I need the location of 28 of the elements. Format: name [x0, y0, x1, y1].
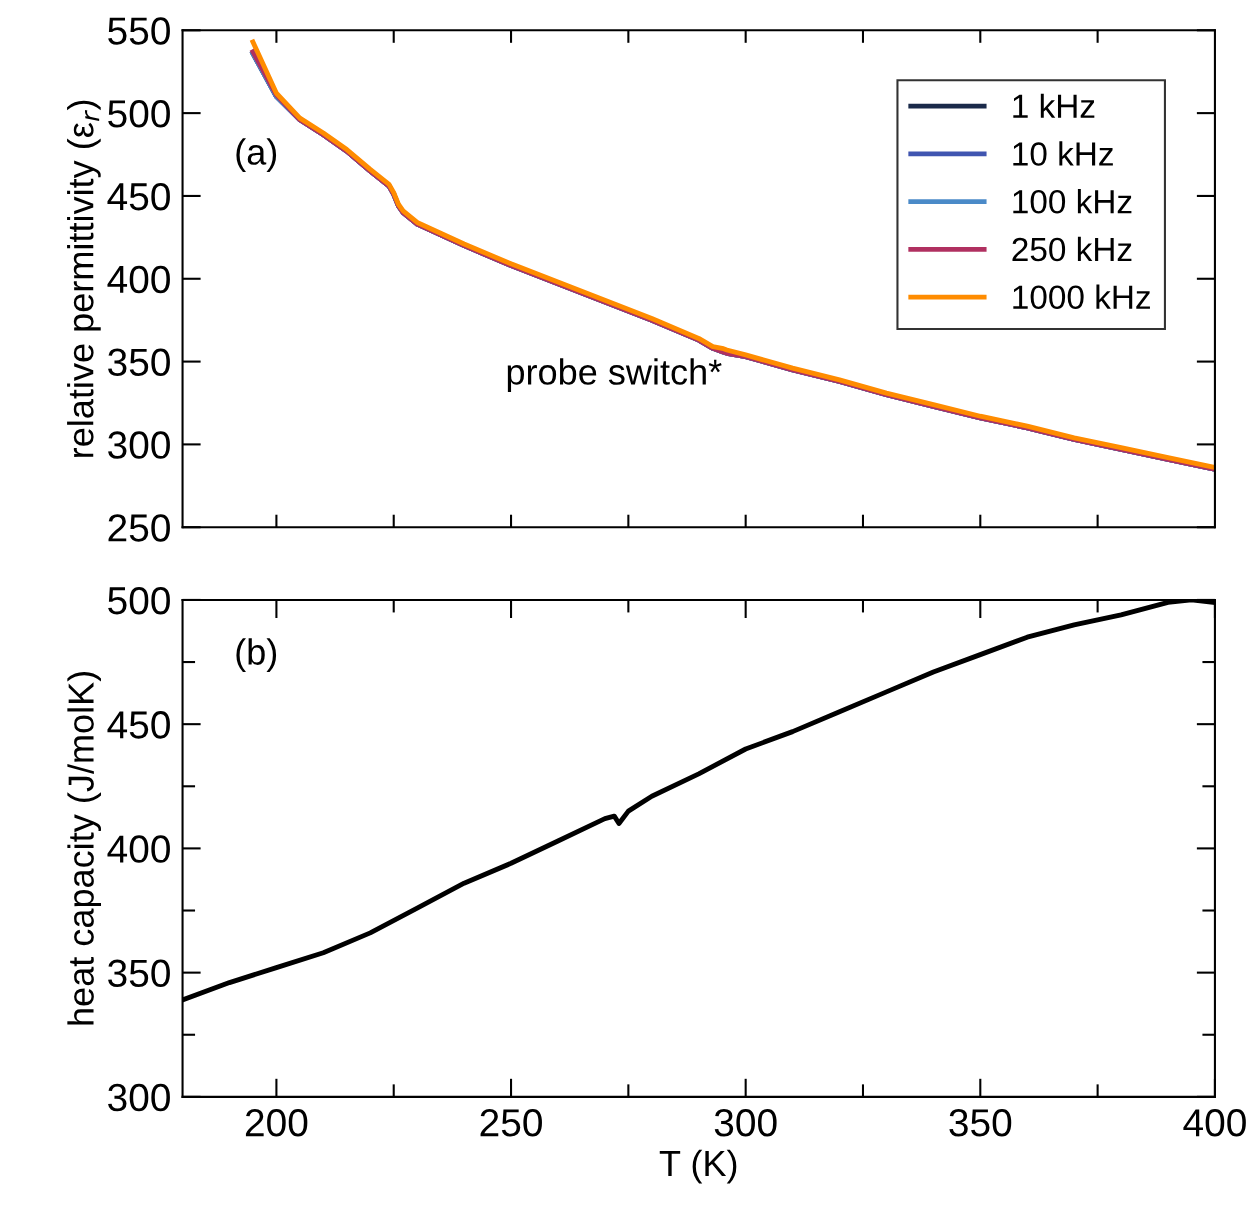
legend-label: 250 kHz [1012, 236, 1132, 262]
legend-label: 1000 kHz [1013, 284, 1150, 310]
y-tick-label: 400 [107, 835, 170, 863]
annotation: (a) [236, 138, 277, 172]
annotation: probe switch* [507, 358, 722, 392]
y-tick-label: 350 [108, 348, 170, 377]
y-tick-label: 300 [108, 1083, 170, 1112]
y-tick-label: 450 [107, 182, 170, 211]
y-axis-title: relative permittivity (ε$_{r}$) [67, 100, 101, 457]
y-tick-label: 400 [107, 265, 170, 294]
x-tick-label: 350 [949, 1109, 1012, 1137]
y-tick-label: 450 [107, 711, 170, 739]
y-tick-label: 300 [108, 431, 170, 459]
x-tick-label: 200 [245, 1109, 308, 1137]
y-tick-label: 500 [108, 100, 170, 128]
x-axis-title: T (K) [659, 1149, 737, 1184]
x-tick-label: 250 [480, 1109, 542, 1137]
x-tick-label: 300 [714, 1109, 777, 1137]
legend-label: 100 kHz [1013, 189, 1132, 214]
y-tick-label: 250 [108, 514, 170, 542]
x-tick-label: 400 [1183, 1109, 1246, 1137]
annotation: (b) [236, 638, 277, 673]
y-axis-title: heat capacity (J/molK) [67, 672, 102, 1025]
y-tick-label: 500 [108, 586, 170, 615]
legend-label: 1 kHz [1013, 93, 1095, 118]
y-tick-label: 550 [108, 17, 170, 45]
legend-label: 10 kHz [1013, 141, 1113, 166]
y-tick-label: 350 [108, 959, 170, 988]
